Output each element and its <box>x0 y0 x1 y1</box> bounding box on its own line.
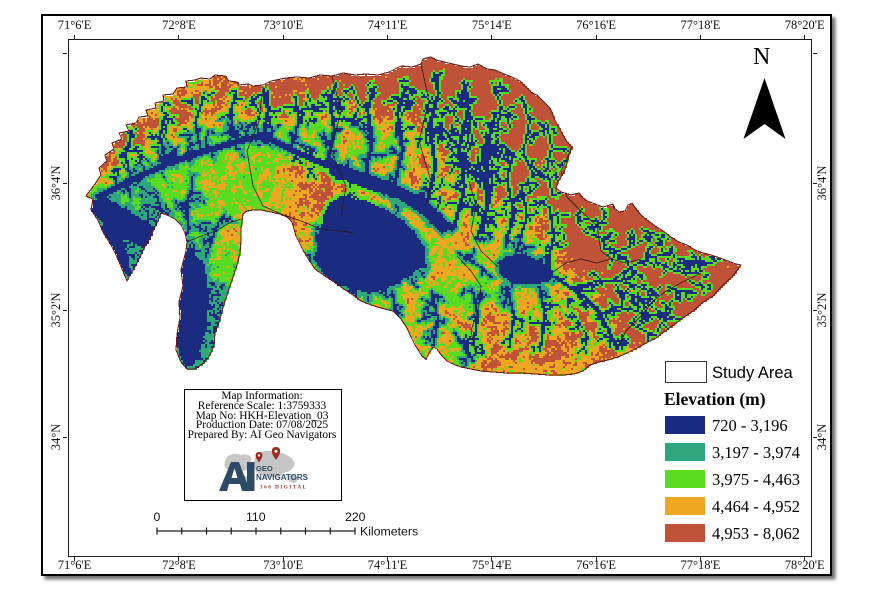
svg-text:110: 110 <box>246 510 266 524</box>
svg-text:35°2'N: 35°2'N <box>815 292 829 327</box>
svg-text:NAVIGATORS: NAVIGATORS <box>256 473 309 482</box>
svg-text:36°4'N: 36°4'N <box>815 165 829 200</box>
svg-text:GEO: GEO <box>256 464 273 473</box>
svg-text:35°2'N: 35°2'N <box>49 292 63 327</box>
svg-text:34°N: 34°N <box>49 424 63 451</box>
svg-text:Kilometers: Kilometers <box>360 525 418 539</box>
svg-text:360 DIGITAL: 360 DIGITAL <box>260 486 308 491</box>
svg-text:0: 0 <box>154 510 161 524</box>
svg-text:36°4'N: 36°4'N <box>49 165 63 200</box>
svg-text:34°N: 34°N <box>815 424 829 451</box>
svg-text:220: 220 <box>345 510 366 524</box>
